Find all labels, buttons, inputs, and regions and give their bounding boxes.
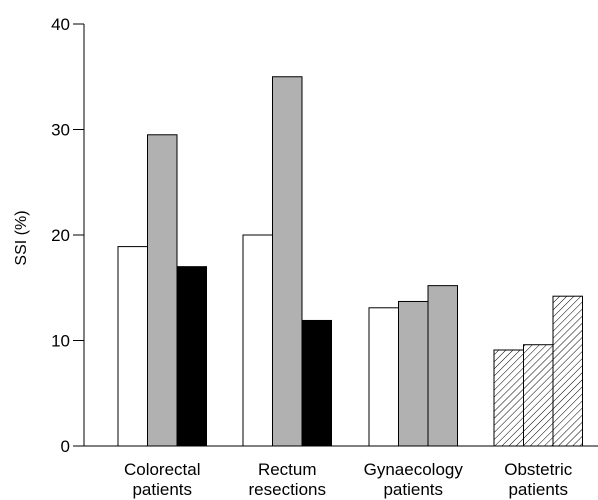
bar-2-3 bbox=[301, 319, 332, 447]
y-axis-title: SSI (%) bbox=[13, 210, 30, 265]
y-tick-label-20: 20 bbox=[51, 226, 70, 245]
y-tick-label-0: 0 bbox=[61, 437, 70, 456]
y-tick-label-30: 30 bbox=[51, 121, 70, 140]
category-label-4-line-1: Obstetric bbox=[504, 460, 573, 479]
bar-1-3 bbox=[176, 266, 207, 447]
bar-1-1 bbox=[117, 246, 148, 447]
category-label-3-line-2: patients bbox=[383, 480, 443, 499]
category-label-1-line-2: patients bbox=[132, 480, 192, 499]
bar-4-3 bbox=[552, 295, 583, 447]
bar-3-3 bbox=[427, 285, 458, 447]
category-label-4-line-2: patients bbox=[508, 480, 568, 499]
bar-3-1 bbox=[368, 307, 399, 447]
axes-layer: ColorectalpatientsRectumresectionsGynaec… bbox=[51, 15, 598, 499]
category-label-1-line-1: Colorectal bbox=[124, 460, 201, 479]
bar-2-1 bbox=[242, 234, 273, 447]
bar-2-2 bbox=[272, 76, 303, 447]
y-tick-label-40: 40 bbox=[51, 15, 70, 34]
bar-4-1 bbox=[493, 349, 524, 447]
bar-3-2 bbox=[398, 300, 429, 447]
bar-1-2 bbox=[147, 134, 178, 447]
bar-4-2 bbox=[523, 344, 554, 447]
category-label-2-line-2: resections bbox=[249, 480, 326, 499]
y-tick-label-10: 10 bbox=[51, 332, 70, 351]
bars-layer bbox=[117, 76, 583, 447]
category-label-3-line-1: Gynaecology bbox=[364, 460, 464, 479]
category-label-2-line-1: Rectum bbox=[258, 460, 317, 479]
